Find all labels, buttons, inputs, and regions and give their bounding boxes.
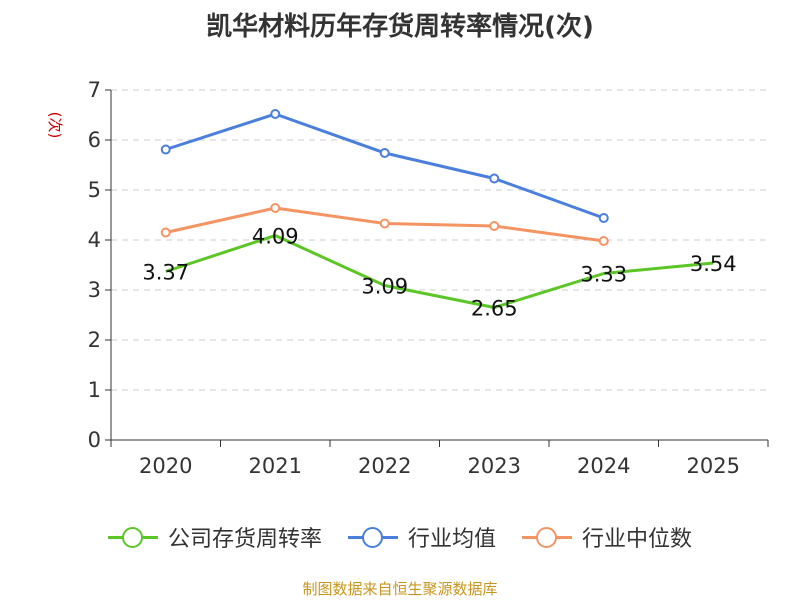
data-point	[598, 236, 609, 246]
source-note: 制图数据来自恒生聚源数据库	[302, 580, 498, 598]
data-label: 3.09	[361, 275, 408, 299]
data-point	[160, 227, 171, 238]
y-tick-label: 2	[88, 328, 101, 352]
series-line-0	[165, 234, 714, 309]
x-tick-label: 2024	[577, 454, 630, 478]
axes: 0 1 2 3 4 5 6 7 2020 2021 2022 2023 2024 2025	[88, 78, 769, 478]
y-axis-label: (次)	[46, 112, 64, 139]
x-tick-label: 2025	[687, 454, 740, 478]
data-point	[270, 203, 281, 213]
legend-item-industry-mean[interactable]: 行业均值	[347, 521, 496, 553]
y-tick-label: 4	[88, 228, 101, 252]
legend-item-company[interactable]: 公司存货周转率	[107, 521, 322, 553]
legend-line-icon	[347, 527, 398, 548]
legend-label: 公司存货周转率	[167, 527, 322, 552]
series	[160, 109, 714, 309]
data-label: 4.09	[252, 225, 299, 249]
y-tick-label: 3	[88, 278, 101, 302]
x-tick-label: 2023	[468, 454, 521, 478]
data-label: 3.33	[580, 263, 627, 287]
legend-label: 行业中位数	[582, 527, 693, 552]
data-labels: 3.37 4.09 3.09 2.65 3.33 3.54	[142, 225, 736, 321]
y-tick-label: 5	[88, 178, 101, 202]
data-point	[489, 173, 500, 184]
legend-line-icon	[522, 527, 572, 548]
y-tick-label: 1	[88, 378, 101, 402]
x-tick-label: 2021	[249, 454, 302, 478]
data-label: 3.37	[142, 261, 189, 285]
data-point	[489, 221, 500, 231]
legend-item-industry-median[interactable]: 行业中位数	[522, 521, 692, 553]
data-label: 2.65	[471, 297, 518, 321]
data-point	[379, 148, 390, 158]
x-tick-label: 2020	[139, 454, 192, 478]
series-line-1	[165, 112, 605, 220]
x-tick-label: 2022	[358, 454, 411, 478]
chart-title: 凯华材料历年存货周转率情况(次)	[206, 12, 594, 42]
data-label: 3.54	[690, 252, 737, 276]
data-point	[379, 218, 390, 229]
y-tick-label: 7	[88, 78, 101, 102]
data-point	[270, 109, 281, 119]
data-point	[598, 213, 609, 223]
y-tick-label: 6	[88, 128, 101, 152]
legend: 公司存货周转率 行业均值 行业中位数	[0, 520, 800, 554]
data-point	[160, 144, 171, 155]
legend-line-icon	[107, 527, 158, 548]
legend-label: 行业均值	[407, 527, 496, 552]
y-tick-label: 0	[88, 428, 101, 452]
